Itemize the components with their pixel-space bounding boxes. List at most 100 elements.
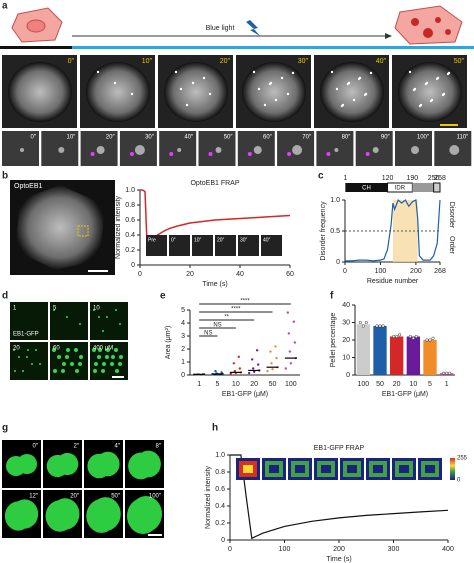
- y-tick-label: 0: [221, 537, 225, 544]
- replicate: [431, 336, 435, 340]
- colorbar-label: 255: [457, 456, 468, 462]
- droplet: [27, 349, 29, 351]
- y-axis-label: Disorder frequency: [320, 201, 327, 261]
- condensate-icon: [445, 29, 451, 35]
- y-tick-label: 0.2: [215, 520, 225, 527]
- x-tick-label: 10: [409, 381, 417, 388]
- tile-label: 1: [13, 306, 17, 312]
- domain-tick: 250: [428, 175, 440, 182]
- puncta: [424, 82, 428, 86]
- scale-bar: [88, 270, 108, 272]
- domain: [345, 183, 388, 192]
- cell-icon: [394, 5, 463, 45]
- x-tick-label: 10: [232, 381, 240, 388]
- inset-label: 30″: [240, 237, 248, 243]
- puncta: [411, 146, 419, 154]
- cell-image: [164, 62, 228, 122]
- droplet: [50, 498, 80, 530]
- puncta: [96, 70, 100, 74]
- droplet: [130, 496, 162, 532]
- y-tick-label: 0: [336, 259, 340, 266]
- y-tick-label: 40: [342, 302, 350, 309]
- puncta: [268, 82, 272, 86]
- x-tick-label: 50: [269, 381, 277, 388]
- tile-label: 100″: [149, 494, 162, 500]
- crop-label: 70″: [302, 135, 312, 141]
- puncta: [253, 146, 262, 154]
- chart-title: OptoEB1 FRAP: [190, 180, 239, 187]
- inset-label: 0″: [171, 237, 176, 243]
- inset-image: [215, 235, 236, 256]
- droplet: [18, 356, 20, 358]
- droplet: [106, 348, 110, 352]
- marker: [90, 152, 95, 156]
- point: [292, 320, 296, 323]
- tile-label: 12″: [29, 494, 39, 500]
- frame-label: 20″: [220, 58, 231, 65]
- droplet: [75, 369, 79, 373]
- y-tick-label: 1.0: [330, 197, 340, 204]
- x-tick-label: 200: [410, 268, 422, 275]
- point: [288, 350, 292, 353]
- x-axis-label: EB1-GFP (μM): [222, 391, 268, 398]
- inset-image: [261, 235, 282, 256]
- y-tick-label: 20: [342, 337, 350, 344]
- puncta: [335, 87, 339, 91]
- x-tick-label: 1: [197, 381, 201, 388]
- point: [274, 345, 277, 348]
- side-label: Disorder: [448, 202, 455, 229]
- light-bar: [72, 46, 474, 49]
- droplet: [111, 355, 115, 359]
- droplet: [78, 362, 82, 366]
- replicate: [448, 371, 452, 375]
- y-tick-label: 0.6: [125, 217, 135, 224]
- y-tick-label: 0.6: [215, 486, 225, 493]
- x-axis-label: Residue number: [367, 278, 419, 285]
- puncta: [177, 148, 182, 152]
- droplet: [96, 451, 120, 477]
- crop-image: [316, 131, 354, 166]
- sig-label: ****: [231, 307, 241, 313]
- domain-label: IDR: [395, 186, 406, 192]
- droplet: [17, 454, 37, 474]
- x-tick-label: 268: [434, 268, 446, 275]
- droplet: [118, 362, 122, 366]
- droplet: [110, 362, 114, 366]
- crop-image: [2, 131, 39, 166]
- replicate: [428, 338, 432, 342]
- droplet: [53, 369, 57, 373]
- point: [255, 349, 259, 352]
- droplet: [22, 370, 24, 372]
- y-axis-label: Pellet percentage: [330, 313, 337, 368]
- cell-image: [86, 62, 150, 122]
- micrograph: [10, 342, 48, 380]
- crop-label: 30″: [145, 135, 155, 141]
- tile-label: 4″: [115, 444, 121, 450]
- micrograph: [10, 302, 48, 340]
- crop-label: 10″: [66, 135, 76, 141]
- inset-image: [192, 235, 213, 256]
- domain: [412, 183, 434, 192]
- frame-label: 40″: [376, 58, 387, 65]
- x-tick-label: 400: [442, 546, 454, 553]
- condensate-icon: [423, 28, 433, 38]
- point: [214, 369, 217, 373]
- crop-label: 40″: [184, 135, 194, 141]
- x-axis-label: Time (s): [202, 281, 227, 288]
- droplet: [13, 349, 15, 351]
- sig-label: NS: [204, 331, 212, 337]
- point: [286, 311, 290, 314]
- x-tick-label: 300: [388, 546, 400, 553]
- droplet: [11, 499, 39, 529]
- dark-bar: [0, 46, 72, 49]
- droplet: [105, 355, 109, 359]
- chart-title: EB1-GFP FRAP: [314, 445, 365, 452]
- panel-letter: g: [2, 423, 8, 434]
- cell-image: [8, 62, 72, 122]
- tile-label: 60: [53, 346, 60, 352]
- puncta: [274, 98, 278, 102]
- replicate: [445, 371, 449, 375]
- puncta: [435, 77, 439, 81]
- y-tick-label: 10: [342, 354, 350, 361]
- puncta: [372, 147, 379, 153]
